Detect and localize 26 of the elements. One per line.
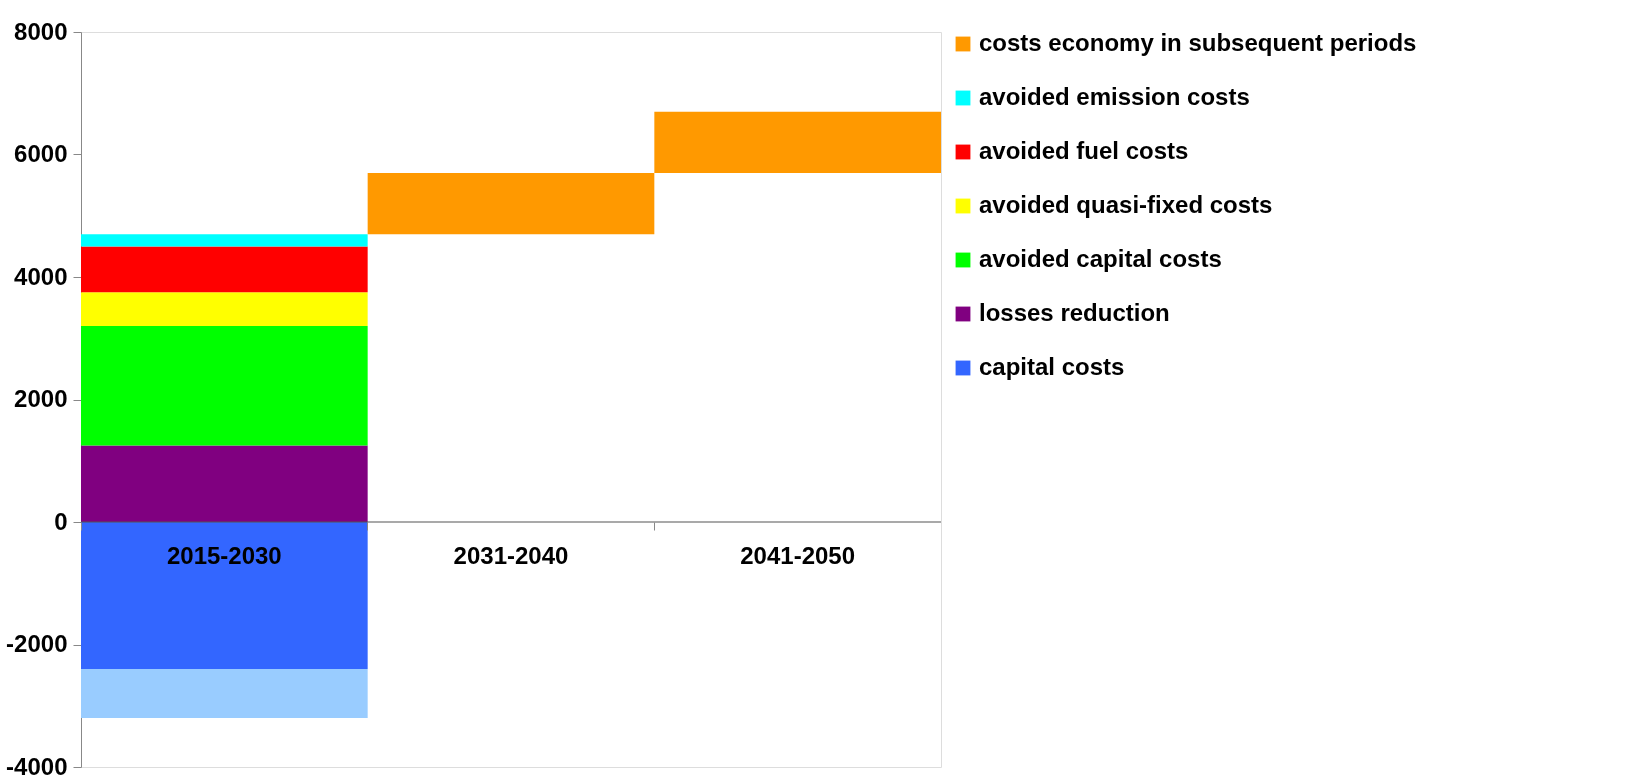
legend-label: capital costs <box>979 353 1125 380</box>
bar <box>81 326 368 446</box>
y-tick-label: 0 <box>54 507 68 535</box>
bar <box>654 111 941 173</box>
bar <box>81 234 368 247</box>
bar <box>81 246 368 293</box>
bar <box>81 445 368 522</box>
y-tick-label: 4000 <box>14 262 68 290</box>
legend-label: costs economy in subsequent periods <box>979 29 1417 56</box>
y-tick-label: 8000 <box>14 17 68 45</box>
x-tick-label: 2015-2030 <box>166 541 282 569</box>
bar <box>81 292 368 326</box>
legend-label: losses reduction <box>979 299 1170 326</box>
legend-label: avoided fuel costs <box>979 137 1189 164</box>
bar <box>367 172 655 235</box>
legend-label: avoided capital costs <box>979 245 1222 272</box>
y-tick-label: 2000 <box>14 385 68 412</box>
y-tick-label: -2000 <box>6 630 68 657</box>
y-tick-label: 6000 <box>14 140 68 167</box>
y-tick-label: -4000 <box>6 752 68 779</box>
bar <box>81 669 368 718</box>
legend-label: avoided emission costs <box>979 83 1250 110</box>
legend-label: avoided quasi-fixed costs <box>979 191 1273 218</box>
x-tick-label: 2041-2050 <box>740 541 856 569</box>
bar <box>81 522 368 669</box>
x-tick-label: 2031-2040 <box>453 541 569 569</box>
